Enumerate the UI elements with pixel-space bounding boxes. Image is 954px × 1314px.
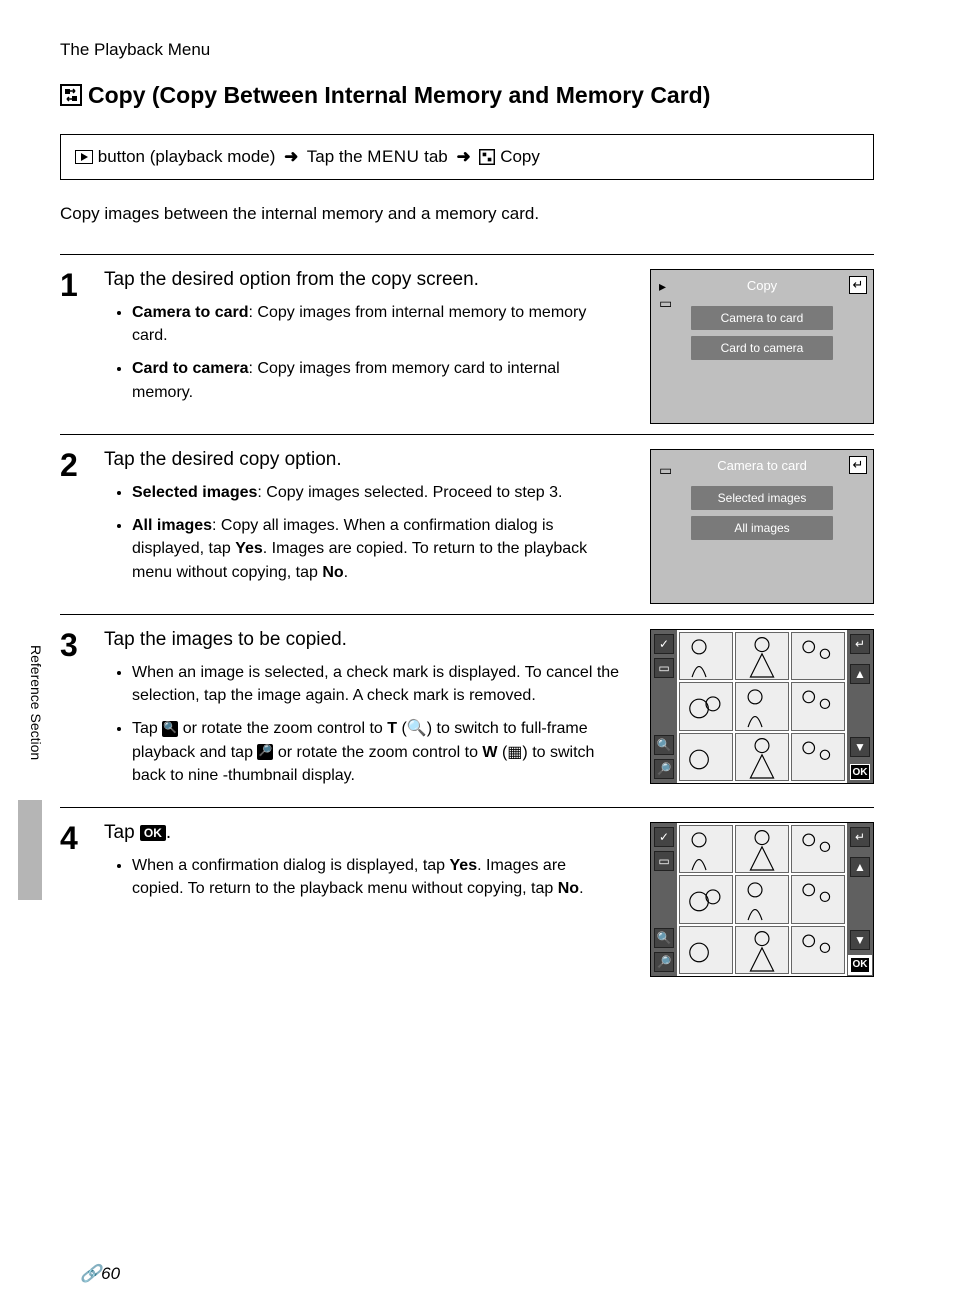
selected-images-button[interactable]: Selected images <box>691 486 833 510</box>
back-icon[interactable]: ↵ <box>850 827 870 847</box>
breadcrumb-text-3: tab <box>424 147 448 166</box>
playback-small-icon: ▸▭ <box>659 278 672 312</box>
scroll-down-icon[interactable]: ▼ <box>850 737 870 757</box>
menu-label: MENU <box>367 147 419 166</box>
thumbnail[interactable] <box>735 926 789 974</box>
camera-screen-copy: ▸▭ Copy ↵ Camera to card Card to camera <box>650 269 874 424</box>
thumbnail[interactable] <box>735 632 789 680</box>
check-icon[interactable]: ✓ <box>654 827 674 847</box>
breadcrumb: button (playback mode) ➜ Tap the MENU ta… <box>60 134 874 180</box>
list-item: Selected images: Copy images selected. P… <box>132 481 622 504</box>
sidebar-reference-label: Reference Section <box>28 645 44 760</box>
thumbnail[interactable] <box>679 875 733 923</box>
thumbnail[interactable] <box>735 682 789 730</box>
thumbnail-grid <box>677 630 847 783</box>
card-small-icon: ▭ <box>659 462 672 479</box>
thumbnail[interactable] <box>735 733 789 781</box>
step-heading: Tap the desired option from the copy scr… <box>104 269 622 291</box>
step-number: 2 <box>60 449 90 604</box>
arrow-icon: ➜ <box>284 147 298 166</box>
ok-button[interactable]: OK <box>850 764 870 780</box>
list-item: When an image is selected, a check mark … <box>132 661 622 707</box>
thumbnail[interactable] <box>791 632 845 680</box>
step-heading: Tap the desired copy option. <box>104 449 622 471</box>
breadcrumb-text-2: Tap the <box>307 147 363 166</box>
thumbnail-screen: ✓ ▭ 🔍 🔎 ↵ ▲ ▼ OK <box>650 629 874 784</box>
zoom-in-icon[interactable]: 🔍 <box>654 928 674 948</box>
thumbnail[interactable] <box>735 875 789 923</box>
thumbnail[interactable] <box>791 682 845 730</box>
step-4: 4 Tap OK. When a confirmation dialog is … <box>60 807 874 977</box>
page-header-label: The Playback Menu <box>60 40 874 60</box>
step-number: 1 <box>60 269 90 424</box>
check-icon[interactable]: ✓ <box>654 634 674 654</box>
step-number: 3 <box>60 629 90 797</box>
step-3: 3 Tap the images to be copied. When an i… <box>60 614 874 797</box>
zoom-in-icon[interactable]: 🔍 <box>654 735 674 755</box>
back-icon[interactable]: ↵ <box>849 276 867 294</box>
thumbnail[interactable] <box>679 825 733 873</box>
intro-text: Copy images between the internal memory … <box>60 204 874 224</box>
step-heading: Tap the images to be copied. <box>104 629 622 651</box>
list-item: All images: Copy all images. When a conf… <box>132 514 622 584</box>
zoom-out-icon[interactable]: 🔎 <box>654 952 674 972</box>
screen-title: Copy <box>747 278 777 293</box>
back-icon[interactable]: ↵ <box>850 634 870 654</box>
link-icon: 🔗 <box>80 1264 101 1283</box>
thumbnail[interactable] <box>735 825 789 873</box>
step-heading: Tap OK. <box>104 822 622 844</box>
thumbnail[interactable] <box>679 926 733 974</box>
arrow-icon: ➜ <box>456 147 470 166</box>
scroll-up-icon[interactable]: ▲ <box>850 664 870 684</box>
list-item: Card to camera: Copy images from memory … <box>132 357 622 403</box>
thumbnail[interactable] <box>679 682 733 730</box>
zoom-out-icon[interactable]: 🔎 <box>654 759 674 779</box>
thumbnail[interactable] <box>791 825 845 873</box>
card-small-icon: ▭ <box>654 851 674 871</box>
thumbnail[interactable] <box>791 926 845 974</box>
copy-icon <box>60 83 82 114</box>
sidebar-tab <box>18 800 42 900</box>
breadcrumb-text-1: button (playback mode) <box>98 147 276 166</box>
card-to-camera-button[interactable]: Card to camera <box>691 336 833 360</box>
thumbnail-grid <box>677 823 847 976</box>
thumbnail[interactable] <box>791 875 845 923</box>
thumbnail[interactable] <box>679 733 733 781</box>
back-icon[interactable]: ↵ <box>849 456 867 474</box>
list-item: Tap 🔍 or rotate the zoom control to T (🔍… <box>132 717 622 787</box>
list-item: When a confirmation dialog is displayed,… <box>132 854 622 900</box>
camera-to-card-button[interactable]: Camera to card <box>691 306 833 330</box>
page-title-text: Copy (Copy Between Internal Memory and M… <box>88 80 710 114</box>
ok-button[interactable]: OK <box>850 957 870 973</box>
step-number: 4 <box>60 822 90 977</box>
camera-screen-options: ▭ Camera to card ↵ Selected images All i… <box>650 449 874 604</box>
card-small-icon: ▭ <box>654 658 674 678</box>
scroll-up-icon[interactable]: ▲ <box>850 857 870 877</box>
step-2: 2 Tap the desired copy option. Selected … <box>60 434 874 604</box>
breadcrumb-copy-label: Copy <box>500 147 540 166</box>
page-number: 🔗60 <box>80 1264 120 1284</box>
copy-icon-small <box>479 147 500 166</box>
thumbnail-screen-ok: ✓ ▭ 🔍 🔎 ↵ ▲ ▼ OK <box>650 822 874 977</box>
page-title: Copy (Copy Between Internal Memory and M… <box>60 80 874 114</box>
thumbnail[interactable] <box>679 632 733 680</box>
step-1: 1 Tap the desired option from the copy s… <box>60 254 874 424</box>
playback-icon <box>75 147 98 166</box>
list-item: Camera to card: Copy images from interna… <box>132 301 622 347</box>
all-images-button[interactable]: All images <box>691 516 833 540</box>
thumbnail[interactable] <box>791 733 845 781</box>
screen-title: Camera to card <box>717 458 807 473</box>
scroll-down-icon[interactable]: ▼ <box>850 930 870 950</box>
